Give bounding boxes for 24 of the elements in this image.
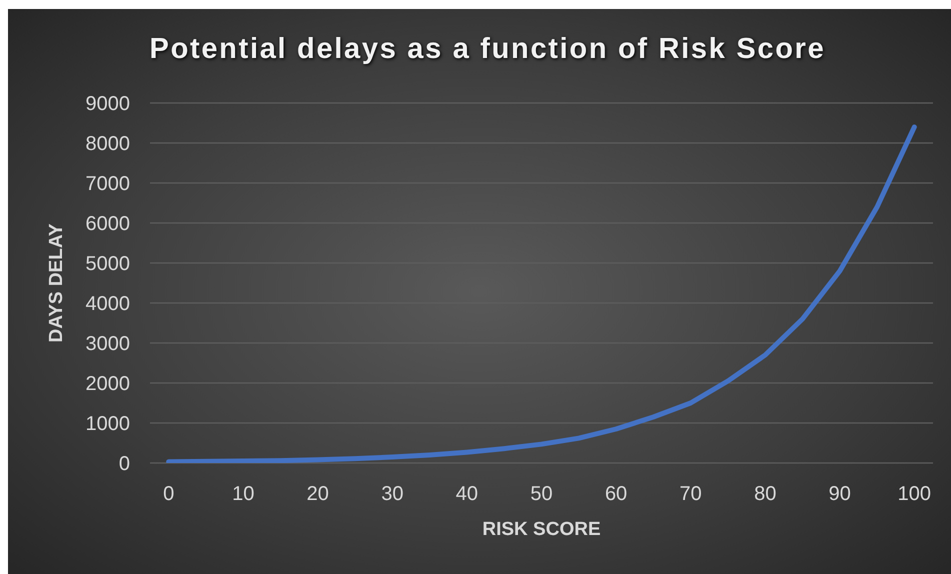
y-tick-label: 2000 bbox=[86, 373, 130, 396]
x-tick-label: 70 bbox=[680, 483, 702, 506]
y-tick-label: 9000 bbox=[86, 93, 130, 116]
x-tick-label: 30 bbox=[381, 483, 404, 506]
y-tick-label: 4000 bbox=[86, 293, 130, 316]
x-tick-label: 10 bbox=[232, 483, 254, 506]
y-tick-label: 7000 bbox=[86, 173, 130, 196]
x-tick-label: 90 bbox=[828, 483, 851, 506]
y-tick-label: 1000 bbox=[86, 413, 130, 436]
y-tick-label: 8000 bbox=[86, 133, 130, 156]
y-tick-label: 5000 bbox=[86, 253, 130, 276]
x-axis-title: RISK SCORE bbox=[481, 519, 602, 541]
x-tick-label: 60 bbox=[604, 483, 628, 506]
y-tick-label: 6000 bbox=[86, 213, 130, 236]
x-tick-label: 80 bbox=[754, 483, 776, 506]
x-tick-label: 40 bbox=[456, 483, 478, 506]
x-tick-label: 20 bbox=[306, 483, 329, 506]
chart-title: Potential delays as a function of Risk Score bbox=[148, 33, 826, 66]
x-tick-label: 50 bbox=[530, 483, 553, 506]
y-tick-label: 3000 bbox=[86, 333, 130, 356]
x-tick-label: 100 bbox=[898, 483, 932, 506]
y-tick-label: 0 bbox=[118, 453, 130, 476]
x-tick-label: 0 bbox=[163, 483, 174, 506]
y-axis-title: DAYS DELAY bbox=[46, 224, 68, 342]
